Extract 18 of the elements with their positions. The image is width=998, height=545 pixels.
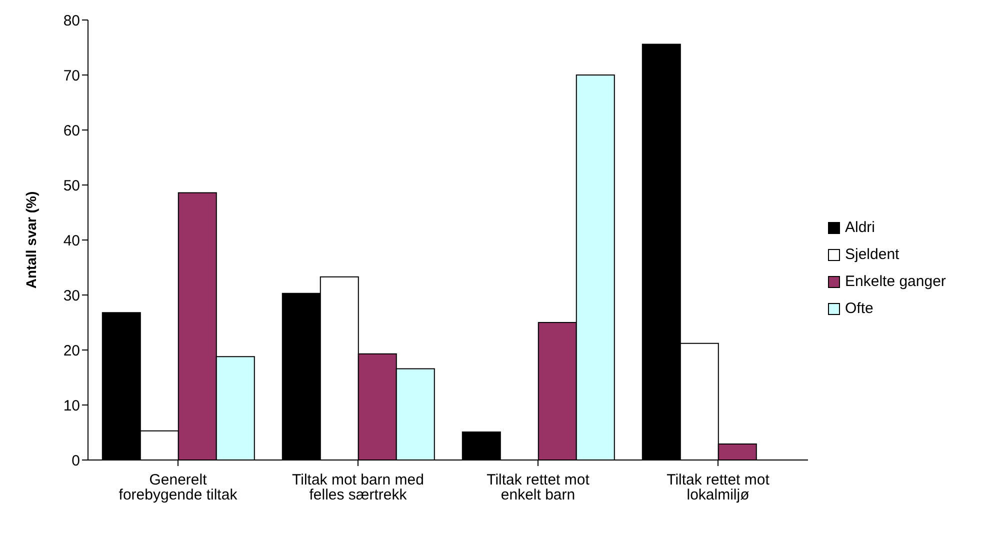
legend-label: Sjeldent (845, 246, 900, 263)
legend-label: Enkelte ganger (845, 273, 946, 290)
y-tick-label: 60 (63, 122, 80, 140)
legend-label: Aldri (845, 219, 876, 236)
y-tick-label: 70 (63, 67, 80, 84)
y-tick-label: 30 (63, 287, 80, 304)
x-tick-label: Generelt forebygende tiltak (118, 472, 238, 504)
y-tick-label: 50 (63, 177, 80, 194)
x-tick-label: Tiltak rettet mot lokalmiljø (666, 472, 770, 504)
y-tick-label: 20 (63, 342, 80, 360)
x-tick-label: Tiltak mot barn med felles særtrekk (292, 472, 424, 504)
y-tick-label: 0 (72, 452, 80, 470)
y-tick-label: 80 (63, 12, 80, 30)
y-tick-label: 40 (63, 232, 80, 250)
y-axis-title: Antall svar (%) (22, 191, 39, 289)
y-tick-label: 10 (63, 397, 80, 414)
legend-label: Ofte (845, 300, 874, 317)
x-tick-label: Tiltak rettet mot enkelt barn (486, 472, 590, 504)
